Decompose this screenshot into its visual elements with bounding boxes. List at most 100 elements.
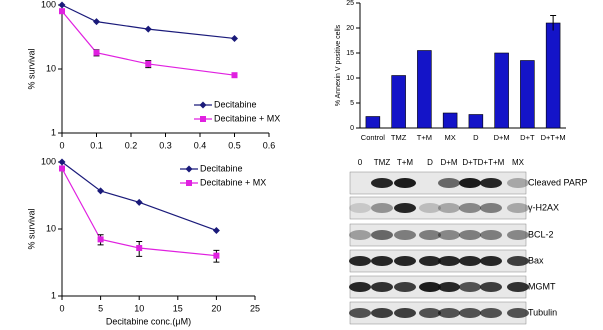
band — [480, 230, 502, 240]
band — [419, 282, 441, 292]
band — [394, 308, 416, 318]
lane-label: D+T+M — [478, 158, 505, 167]
point — [231, 35, 238, 42]
bar — [392, 76, 406, 129]
row-label: Tubulin — [528, 307, 557, 317]
band — [349, 203, 371, 213]
line — [62, 5, 235, 38]
lane-label: MX — [512, 158, 525, 167]
line — [62, 162, 216, 230]
y-tick-label: 100 — [41, 0, 56, 9]
band — [480, 203, 502, 213]
y-tick-label: 1 — [51, 290, 56, 300]
point — [186, 166, 193, 173]
point — [200, 116, 206, 122]
point — [213, 253, 219, 259]
x-tick-label: 0 — [59, 303, 64, 313]
x-tick-label: 25 — [250, 303, 260, 313]
x-tick-label: D+T+M — [541, 133, 566, 142]
point — [136, 199, 143, 206]
point — [59, 165, 65, 171]
band — [394, 230, 416, 240]
lane-label: 0 — [358, 158, 363, 167]
legend-label: Decitabine + MX — [200, 177, 266, 187]
band — [419, 308, 441, 318]
band — [394, 256, 416, 266]
y-tick-label: 10 — [346, 75, 354, 82]
x-tick-label: 0.4 — [194, 140, 207, 150]
point — [94, 50, 100, 56]
lane-label: T+M — [397, 158, 414, 167]
band — [459, 203, 481, 213]
point — [136, 245, 142, 251]
y-axis-label: % survival — [26, 48, 36, 89]
band — [371, 203, 393, 213]
row-label: MGMT — [528, 281, 556, 291]
lane-label: D — [427, 158, 433, 167]
x-tick-label: 15 — [173, 303, 183, 313]
lane-label: D+T — [462, 158, 477, 167]
band — [480, 308, 502, 318]
y-tick-label: 0 — [350, 125, 354, 132]
band — [394, 178, 416, 188]
point — [93, 18, 100, 25]
x-tick-label: T+M — [417, 133, 432, 142]
figure: 110100% survival00.10.20.30.40.50.6Decit… — [0, 0, 603, 330]
band — [438, 256, 460, 266]
band — [480, 256, 502, 266]
band — [459, 230, 481, 240]
band — [459, 282, 481, 292]
row-label: γ-H2AX — [528, 202, 559, 212]
band — [371, 282, 393, 292]
y-tick-label: 5 — [350, 100, 354, 107]
lane-label: TMZ — [374, 158, 391, 167]
point — [213, 227, 220, 234]
y-tick-label: 25 — [346, 0, 354, 7]
bar — [495, 53, 509, 128]
band — [419, 203, 441, 213]
x-axis-label: Decitabine conc.(μM) — [106, 316, 191, 326]
point — [59, 2, 66, 9]
band — [438, 308, 460, 318]
x-tick-label: D+M — [494, 133, 510, 142]
band — [438, 178, 460, 188]
x-tick-label: Control — [361, 133, 386, 142]
x-tick-label: TMZ — [391, 133, 407, 142]
bar — [546, 23, 560, 128]
y-axis-label: % Annexin V positive cells — [335, 24, 342, 106]
x-tick-label: MX — [445, 133, 456, 142]
y-tick-label: 15 — [346, 50, 354, 57]
bar — [520, 61, 534, 129]
band — [507, 203, 529, 213]
x-tick-label: 0.5 — [228, 140, 241, 150]
band — [349, 308, 371, 318]
band — [507, 230, 529, 240]
band — [371, 230, 393, 240]
band — [394, 282, 416, 292]
band — [507, 282, 529, 292]
x-tick-label: 5 — [98, 303, 103, 313]
band — [459, 308, 481, 318]
row-label: BCL-2 — [528, 229, 554, 239]
band — [438, 282, 460, 292]
x-tick-label: 10 — [134, 303, 144, 313]
y-tick-label: 10 — [46, 63, 56, 73]
x-tick-label: 0.2 — [125, 140, 138, 150]
y-tick-label: 1 — [51, 127, 56, 137]
band — [480, 282, 502, 292]
lane-label: D+M — [440, 158, 457, 167]
band — [371, 178, 393, 188]
band — [419, 256, 441, 266]
point — [98, 236, 104, 242]
point — [186, 180, 192, 186]
band — [480, 178, 502, 188]
bar — [443, 113, 457, 128]
band — [459, 256, 481, 266]
y-axis-label: % survival — [26, 208, 36, 249]
x-tick-label: 0 — [59, 140, 64, 150]
point — [232, 72, 238, 78]
point — [200, 102, 207, 109]
band — [438, 203, 460, 213]
blot — [349, 172, 529, 324]
band — [349, 230, 371, 240]
